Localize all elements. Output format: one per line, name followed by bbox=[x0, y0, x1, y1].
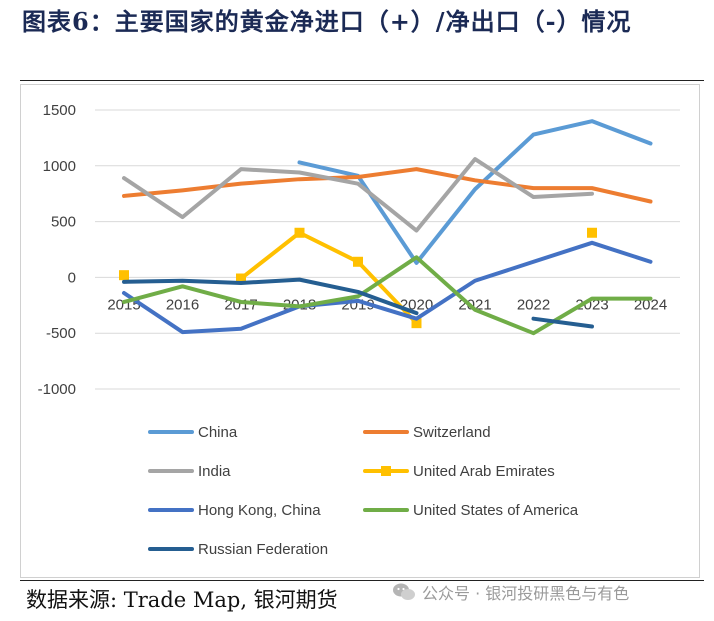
legend-label: Hong Kong, China bbox=[198, 502, 321, 519]
united-arab-emirates-point bbox=[353, 256, 363, 267]
russian-federation-line bbox=[122, 277, 419, 316]
top-rule bbox=[20, 80, 704, 81]
legend-label: India bbox=[198, 463, 231, 480]
x-tick-label: 2022 bbox=[517, 296, 550, 313]
y-tick-label: 1500 bbox=[43, 102, 76, 119]
y-tick-label: 500 bbox=[51, 214, 76, 231]
watermark-text: 公众号 · 银河投研黑色与有色 bbox=[422, 584, 630, 603]
chart-frame bbox=[20, 84, 700, 578]
united-arab-emirates-point bbox=[119, 270, 129, 281]
legend-label: Russian Federation bbox=[198, 541, 328, 558]
x-tick-label: 2016 bbox=[166, 296, 199, 313]
united-arab-emirates-point bbox=[587, 227, 597, 238]
legend-item-united-arab-emirates: United Arab Emirates bbox=[363, 463, 555, 480]
legend-item-switzerland: Switzerland bbox=[363, 424, 491, 441]
x-tick-label: 2024 bbox=[634, 296, 667, 313]
legend-item-hong-kong-china: Hong Kong, China bbox=[148, 502, 321, 519]
legend-item-india: India bbox=[148, 463, 231, 480]
watermark: 公众号 · 银河投研黑色与有色 bbox=[392, 580, 629, 604]
y-tick-label: -1000 bbox=[38, 381, 76, 398]
chart-title: 图表6：主要国家的黄金净进口（+）/净出口（-）情况 bbox=[22, 7, 632, 36]
united-arab-emirates-point bbox=[411, 318, 422, 329]
legend-marker bbox=[381, 466, 391, 476]
united-arab-emirates-point bbox=[236, 273, 246, 284]
united-arab-emirates-point bbox=[294, 227, 305, 238]
united-arab-emirates-line bbox=[239, 230, 419, 326]
y-tick-label: 1000 bbox=[43, 158, 76, 175]
series-lines bbox=[119, 119, 653, 336]
legend-label: United Arab Emirates bbox=[413, 463, 555, 480]
legend-item-united-states-of-america: United States of America bbox=[363, 502, 579, 519]
legend-label: Switzerland bbox=[413, 424, 491, 441]
legend-label: United States of America bbox=[413, 502, 579, 519]
united-states-of-america-line bbox=[122, 255, 653, 336]
legend: China Switzerland India United Arab Emirate… bbox=[148, 424, 579, 558]
hong-kong-china-line bbox=[122, 240, 653, 335]
wechat-icon bbox=[393, 583, 415, 600]
india-line bbox=[122, 157, 594, 233]
y-tick-label: -500 bbox=[46, 325, 76, 342]
source-note: 数据来源: Trade Map, 银河期货 bbox=[26, 588, 338, 612]
legend-label: China bbox=[198, 424, 238, 441]
bottom-rule bbox=[20, 580, 704, 581]
russian-federation-line bbox=[531, 316, 594, 329]
x-tick-label: 2023 bbox=[575, 296, 608, 313]
legend-item-china: China bbox=[148, 424, 238, 441]
switzerland-line bbox=[122, 167, 653, 204]
y-tick-labels: 1500 1000 500 0 -500 -1000 bbox=[38, 102, 76, 398]
y-tick-label: 0 bbox=[68, 269, 76, 286]
legend-item-russian-federation: Russian Federation bbox=[148, 541, 328, 558]
